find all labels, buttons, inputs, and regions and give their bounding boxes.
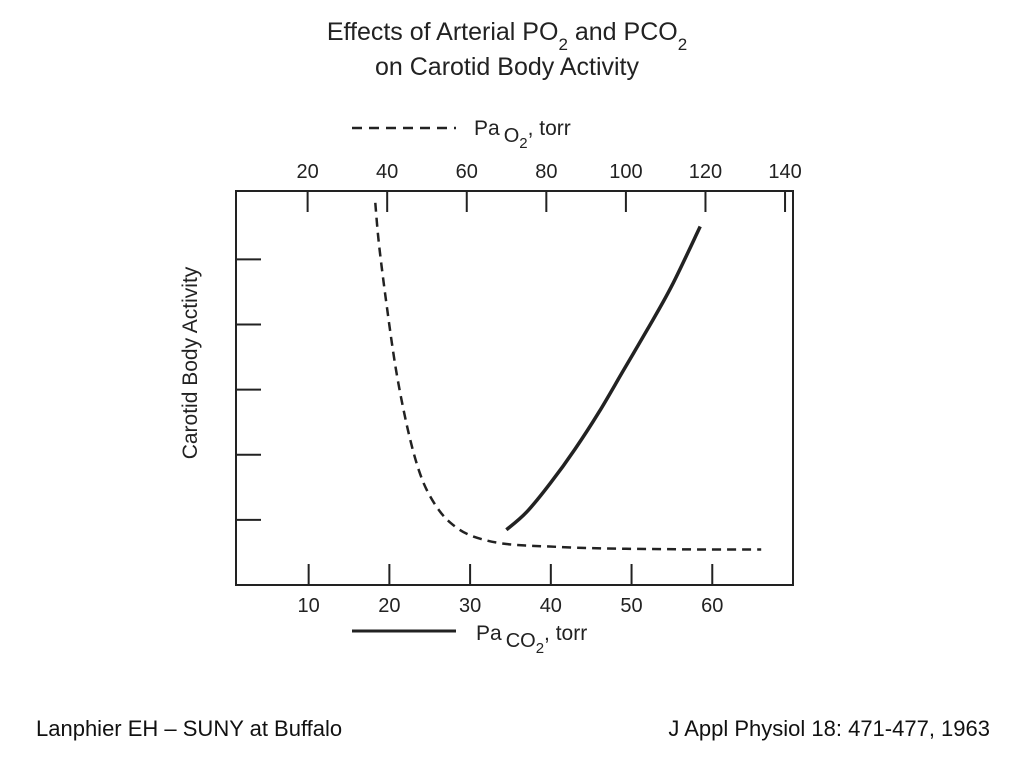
- top-axis-tick-label: 40: [376, 161, 398, 183]
- legend-pao2: Pa O2, torr: [352, 117, 571, 152]
- legend-pao2-label: Pa O2, torr: [474, 117, 571, 152]
- top-axis-tick-label: 80: [535, 161, 557, 183]
- top-axis-tick-label: 60: [456, 161, 478, 183]
- top-axis-tick-label: 100: [609, 161, 642, 183]
- bottom-axis-tick-label: 40: [540, 595, 562, 617]
- y-axis-label: Carotid Body Activity: [179, 266, 202, 459]
- top-axis-tick-label: 140: [768, 161, 801, 183]
- footer-citation-author: Lanphier EH – SUNY at Buffalo: [36, 716, 343, 741]
- plot-frame: [235, 190, 794, 586]
- series-line-paco2: [505, 225, 702, 532]
- series-line-pao2: [374, 202, 762, 551]
- axes-ticks: 20 40 60 80 100 120 140 10 20 30 40 50 60: [236, 161, 802, 617]
- bottom-axis-tick-label: 30: [459, 595, 481, 617]
- series-layer: [374, 202, 762, 551]
- footer-citation-journal: J Appl Physiol 18: 471-477, 1963: [668, 716, 990, 741]
- bottom-axis-tick-label: 60: [701, 595, 723, 617]
- bottom-axis-tick-label: 20: [378, 595, 400, 617]
- legend-paco2: Pa CO2, torr: [352, 622, 587, 657]
- top-axis-tick-label: 20: [296, 161, 318, 183]
- legend-paco2-label: Pa CO2, torr: [476, 622, 587, 657]
- bottom-axis-tick-label: 10: [298, 595, 320, 617]
- top-axis-tick-label: 120: [689, 161, 722, 183]
- chart-title-line1: Effects of Arterial PO2 and PCO2: [327, 18, 687, 54]
- bottom-axis-tick-label: 50: [620, 595, 642, 617]
- chart-title-line2: on Carotid Body Activity: [375, 53, 640, 81]
